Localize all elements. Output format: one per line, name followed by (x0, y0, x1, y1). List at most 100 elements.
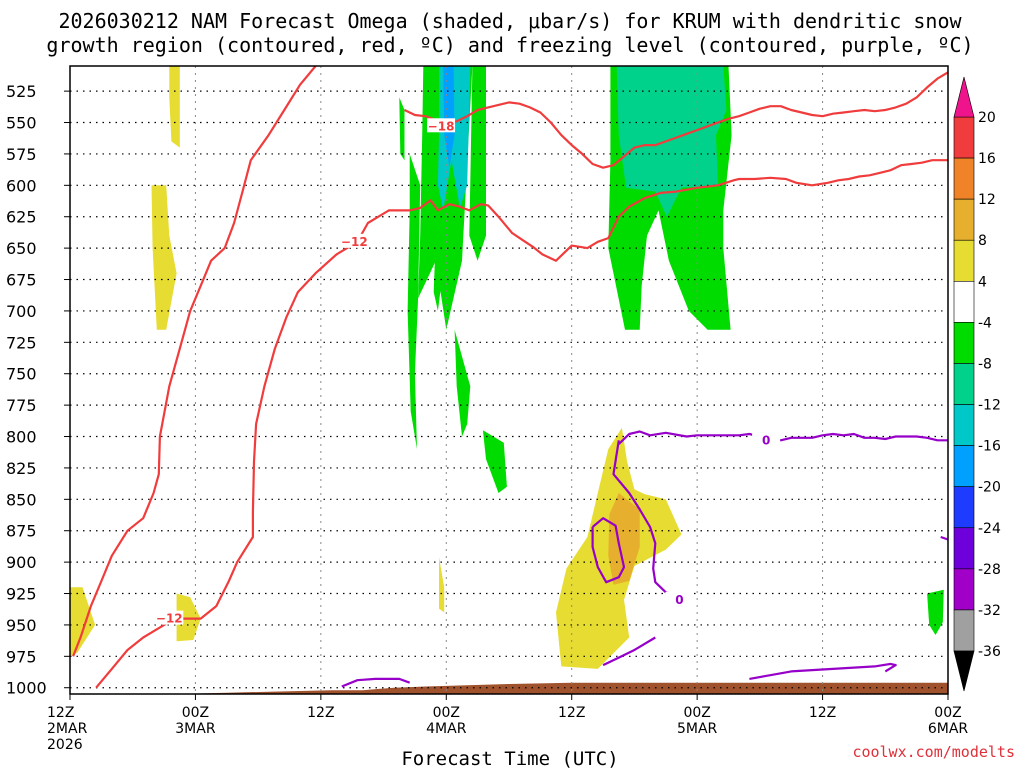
omega-region-9 (433, 235, 442, 311)
x-tick-label-7-0: 00Z (934, 705, 961, 721)
y-tick-label-9: 750 (6, 365, 37, 384)
y-tick-label-12: 825 (6, 459, 37, 478)
omega-region-15 (616, 66, 727, 217)
x-tick-label-3-1: 4MAR (426, 721, 467, 737)
colorbar-band-6 (953, 363, 975, 405)
y-tick-label-6: 675 (6, 271, 37, 290)
chart-title-line-2: growth region (contoured, red, ºC) and f… (46, 33, 973, 57)
y-tick-label-17: 950 (6, 616, 37, 635)
colorbar-band-10 (953, 527, 975, 570)
y-tick-label-15: 900 (6, 553, 37, 572)
colorbar-label-10: -24 (978, 521, 1001, 537)
y-axis-ticks: 525 550 575 600 625 650 675 700 725 750 775 800 825 8… (6, 82, 70, 698)
freezing-contour-5 (749, 662, 897, 680)
x-tick-label-6-0: 12Z (809, 705, 836, 721)
colorbar-band-5 (953, 322, 975, 364)
x-tick-label-2-0: 12Z (307, 705, 334, 721)
omega-region-0 (169, 66, 180, 148)
colorbar-label-9: -20 (978, 480, 1001, 496)
x-tick-label-1-0: 00Z (182, 705, 209, 721)
terrain-polygon (70, 682, 948, 694)
dgz-label-0: −12 (156, 612, 183, 626)
freezing-contour-1 (591, 517, 626, 584)
freezing-contour-6 (940, 535, 948, 541)
y-tick-label-14: 875 (6, 522, 37, 541)
x-tick-label-5-1: 5MAR (677, 721, 718, 737)
contour-lines (72, 66, 948, 689)
omega-region-2 (70, 587, 96, 657)
y-tick-label-11: 800 (6, 428, 37, 447)
colorbar-band-4 (953, 281, 975, 323)
omega-region-11 (469, 66, 486, 261)
credit-text: coolwx.com/modelts (852, 743, 1015, 761)
freezing-contour-4 (341, 677, 411, 688)
omega-region-3 (176, 593, 201, 642)
plot-frame (69, 65, 949, 695)
omega-shading (70, 66, 944, 669)
y-tick-label-1: 550 (6, 114, 37, 133)
y-tick-label-0: 525 (6, 82, 37, 101)
y-tick-label-4: 625 (6, 208, 37, 227)
freezing-contour-3 (602, 636, 656, 667)
colorbar-label-8: -16 (978, 439, 1001, 455)
dgz-contour-1 (95, 159, 948, 689)
dgz-label-1: −12 (341, 235, 368, 249)
colorbar-band-1 (953, 157, 975, 200)
x-tick-label-0-1: 2MAR (47, 721, 88, 737)
y-tick-label-16: 925 (6, 585, 37, 604)
colorbar-label-6: -8 (978, 356, 992, 372)
colorbar-band-8 (953, 445, 975, 487)
colorbar-top-arrow (953, 76, 975, 118)
omega-region-13 (482, 430, 507, 493)
chart-title-line-1: 2026030212 NAM Forecast Omega (shaded, μ… (58, 9, 962, 33)
y-tick-label-7: 700 (6, 302, 37, 321)
colorbar-label-5: -4 (978, 315, 992, 331)
colorbar-label-3: 8 (978, 233, 987, 249)
x-tick-label-4-0: 12Z (558, 705, 585, 721)
omega-region-17 (443, 66, 455, 167)
x-axis-label: Forecast Time (UTC) (401, 748, 618, 768)
omega-region-12 (454, 329, 471, 437)
y-tick-label-13: 850 (6, 490, 37, 509)
contour-labels: −12 −12 −18 0 0 (155, 118, 781, 626)
colorbar-label-1: 16 (978, 151, 996, 167)
colorbar-label-12: -32 (978, 603, 1001, 619)
dgz-label-bg-0 (155, 610, 184, 625)
omega-region-6 (608, 493, 640, 585)
y-tick-label-10: 775 (6, 396, 37, 415)
dgz-label-bg-1 (340, 233, 369, 248)
freezing-contour-2 (612, 440, 688, 601)
colorbar-label-7: -12 (978, 398, 1001, 414)
freezing-label-0: 0 (762, 433, 770, 447)
freezing-label-bg-0 (752, 432, 781, 447)
colorbar-label-2: 12 (978, 192, 996, 208)
colorbar-band-11 (953, 568, 975, 611)
colorbar-band-2 (953, 198, 975, 241)
x-tick-label-7-1: 6MAR (928, 721, 969, 737)
colorbar-band-9 (953, 486, 975, 529)
y-tick-label-19: 1000 (6, 679, 47, 698)
omega-region-10 (399, 97, 405, 161)
colorbar-label-0: 20 (978, 110, 996, 126)
dgz-label-2: −18 (428, 119, 455, 133)
y-tick-label-18: 975 (6, 647, 37, 666)
x-tick-label-3-0: 00Z (433, 705, 460, 721)
dgz-contour-0 (72, 66, 317, 657)
y-tick-label-2: 575 (6, 145, 37, 164)
omega-region-4 (439, 557, 445, 613)
colorbar-band-12 (953, 609, 975, 652)
terrain-fill (70, 682, 948, 694)
x-tick-label-1-1: 3MAR (175, 721, 216, 737)
omega-region-1 (151, 185, 177, 330)
x-tick-label-5-0: 00Z (683, 705, 710, 721)
freezing-label-bg-1 (665, 591, 694, 606)
freezing-label-1: 0 (675, 593, 683, 607)
colorbar-band-7 (953, 404, 975, 446)
dgz-contour-2 (404, 71, 948, 169)
colorbar: 20 16 12 8 4 -4 -8 -12 -16 -20 -24 -28 -32 -36 (953, 76, 1001, 692)
omega-region-18 (927, 589, 944, 635)
x-tick-label-0-2: 2026 (47, 737, 83, 753)
y-tick-label-5: 650 (6, 239, 37, 258)
y-tick-label-8: 725 (6, 333, 37, 352)
